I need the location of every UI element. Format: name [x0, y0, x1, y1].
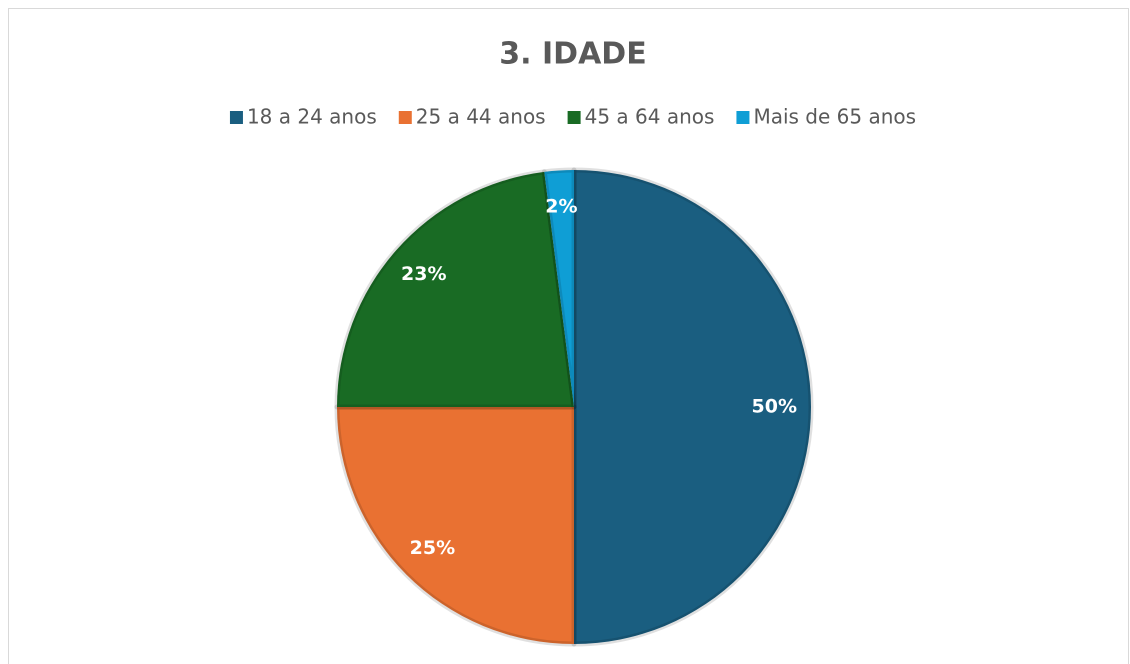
legend-swatch	[567, 111, 581, 124]
legend-label: 25 a 44 anos	[416, 105, 546, 129]
legend-swatch	[229, 111, 243, 124]
data-label: 2%	[545, 196, 577, 218]
pie-slice	[334, 404, 577, 647]
legend-swatch	[398, 111, 412, 124]
data-label: 50%	[752, 396, 797, 418]
legend-label: Mais de 65 anos	[753, 105, 916, 129]
legend-label: 18 a 24 anos	[247, 105, 377, 129]
legend-label: 45 a 64 anos	[585, 105, 715, 129]
chart-title: 3. IDADE	[499, 37, 646, 72]
legend-swatch	[736, 111, 750, 124]
data-label: 25%	[410, 537, 455, 559]
data-label: 23%	[401, 263, 446, 285]
pie-slice	[334, 169, 577, 410]
pie-slice	[541, 167, 577, 410]
pie-slice	[571, 167, 814, 647]
